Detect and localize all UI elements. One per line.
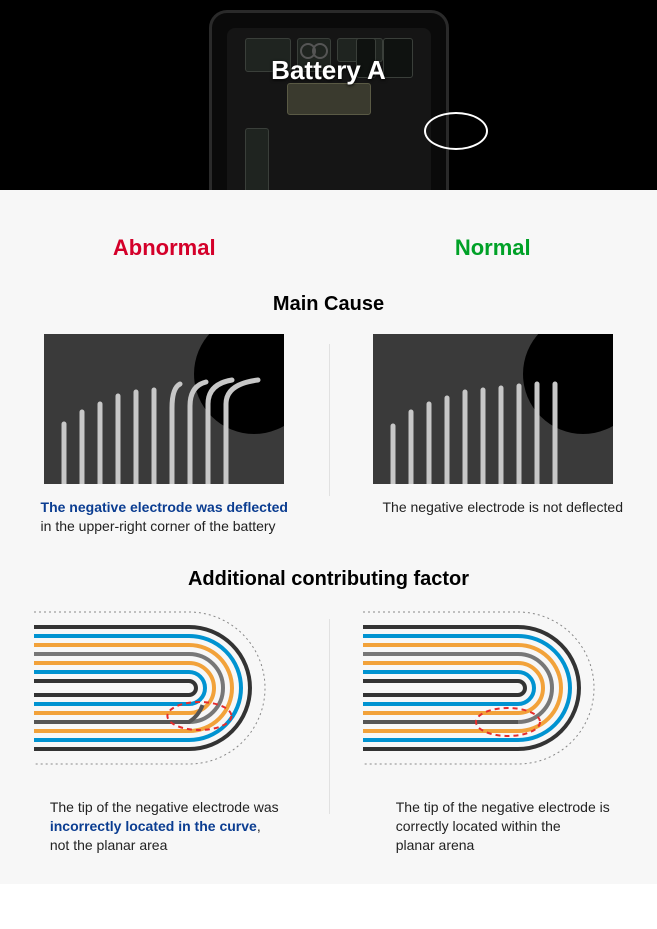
cell-abnormal-additional: The tip of the negative electrode was in… bbox=[0, 609, 329, 855]
caption-line: The tip of the negative electrode is bbox=[396, 799, 610, 815]
caption-rest: , bbox=[257, 818, 261, 834]
caption-rest: in the upper-right corner of the battery bbox=[41, 518, 276, 534]
cell-normal-main: The negative electrode is not deflected bbox=[329, 334, 657, 536]
hero-banner: Battery A bbox=[0, 0, 657, 190]
sim-slot bbox=[383, 38, 413, 78]
phone-outline bbox=[209, 10, 449, 190]
section-title-main-cause: Main Cause bbox=[0, 293, 657, 316]
side-component bbox=[245, 128, 269, 190]
content-area: Abnormal Normal Main Cause The negative … bbox=[0, 190, 657, 884]
highlight-circle bbox=[424, 112, 488, 150]
section-title-additional: Additional contributing factor bbox=[0, 568, 657, 591]
caption-line: The tip of the negative electrode was bbox=[50, 799, 279, 815]
caption-line: not the planar area bbox=[50, 837, 168, 853]
caption-abnormal-main: The negative electrode was deflected in … bbox=[41, 498, 288, 536]
curve-normal bbox=[363, 609, 623, 784]
caption-normal-main: The negative electrode is not deflected bbox=[363, 498, 624, 517]
phone-internals bbox=[227, 28, 431, 190]
caption-highlight: The negative electrode was deflected bbox=[41, 499, 288, 515]
caption-line: correctly located within the bbox=[396, 818, 561, 834]
row-additional: The tip of the negative electrode was in… bbox=[0, 609, 657, 855]
caption-normal-additional: The tip of the negative electrode is cor… bbox=[376, 798, 610, 855]
connector-gold bbox=[287, 83, 371, 115]
column-headers: Abnormal Normal bbox=[0, 235, 657, 261]
heading-abnormal: Abnormal bbox=[0, 235, 329, 261]
cell-normal-additional: The tip of the negative electrode is cor… bbox=[329, 609, 657, 855]
xray-normal bbox=[373, 334, 613, 484]
caption-line: planar arena bbox=[396, 837, 475, 853]
caption-abnormal-additional: The tip of the negative electrode was in… bbox=[50, 798, 279, 855]
heading-normal: Normal bbox=[329, 235, 657, 261]
xray-abnormal bbox=[44, 334, 284, 484]
caption-highlight: incorrectly located in the curve bbox=[50, 818, 257, 834]
row-main-cause: The negative electrode was deflected in … bbox=[0, 334, 657, 536]
curve-abnormal bbox=[34, 609, 294, 784]
cell-abnormal-main: The negative electrode was deflected in … bbox=[0, 334, 329, 536]
hero-title: Battery A bbox=[271, 55, 386, 86]
